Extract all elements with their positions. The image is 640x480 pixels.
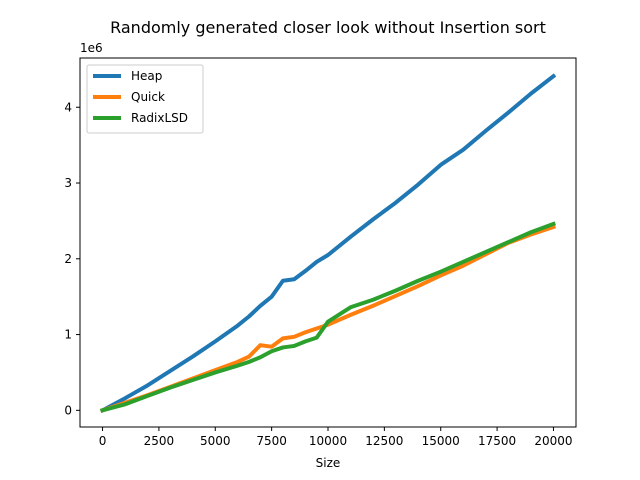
x-tick-label: 2500	[144, 434, 175, 448]
legend-label-quick: Quick	[131, 90, 165, 104]
x-axis-label: Size	[316, 456, 341, 470]
y-axis-ticks: 0 1 2 3 4	[64, 100, 80, 417]
plot-lines	[99, 73, 557, 414]
x-tick-label: 15000	[422, 434, 460, 448]
legend: Heap Quick RadixLSD	[86, 64, 204, 134]
x-axis-ticks: 0 2500 5000 7500 10000 12500 15000 17500 20000	[99, 427, 573, 448]
x-tick-label: 12500	[365, 434, 403, 448]
x-tick-label: 20000	[534, 434, 572, 448]
legend-label-heap: Heap	[131, 69, 162, 83]
series-line-heap	[99, 73, 557, 414]
x-tick-label: 0	[99, 434, 107, 448]
legend-label-radixlsd: RadixLSD	[131, 111, 188, 125]
x-tick-label: 7500	[256, 434, 287, 448]
y-offset-label: 1e6	[80, 41, 103, 55]
y-tick-label: 2	[64, 252, 72, 266]
x-tick-label: 10000	[309, 434, 347, 448]
chart-title: Randomly generated closer look without I…	[110, 18, 546, 37]
x-tick-label: 5000	[200, 434, 231, 448]
y-tick-label: 1	[64, 328, 72, 342]
y-tick-label: 4	[64, 100, 72, 114]
x-tick-label: 17500	[478, 434, 516, 448]
y-tick-label: 3	[64, 176, 72, 190]
series-line-radixlsd	[100, 221, 557, 413]
y-tick-label: 0	[64, 403, 72, 417]
